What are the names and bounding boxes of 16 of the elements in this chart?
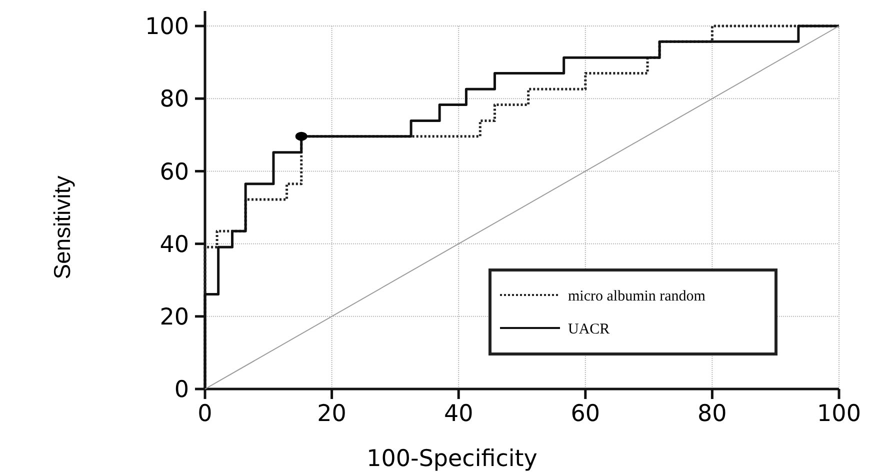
legend-label: micro albumin random [568,288,706,304]
x-tick-label: 100 [817,401,861,427]
y-tick-label: 60 [160,159,189,186]
x-tick-label: 0 [198,401,212,427]
x-axis-title: 100-Specificity [366,446,538,472]
y-axis-title: Sensitivity [49,175,75,280]
x-tick-label: 20 [317,401,346,427]
x-tick-label: 40 [444,401,474,427]
y-tick-label: 0 [174,377,189,404]
x-tick-label: 60 [570,401,600,427]
x-tick-label: 80 [698,401,727,427]
y-tick-label: 80 [160,86,189,113]
y-tick-label: 40 [160,232,189,258]
legend-label: UACR [568,321,610,338]
y-tick-label: 20 [160,304,189,330]
y-tick-label: 100 [145,14,189,40]
